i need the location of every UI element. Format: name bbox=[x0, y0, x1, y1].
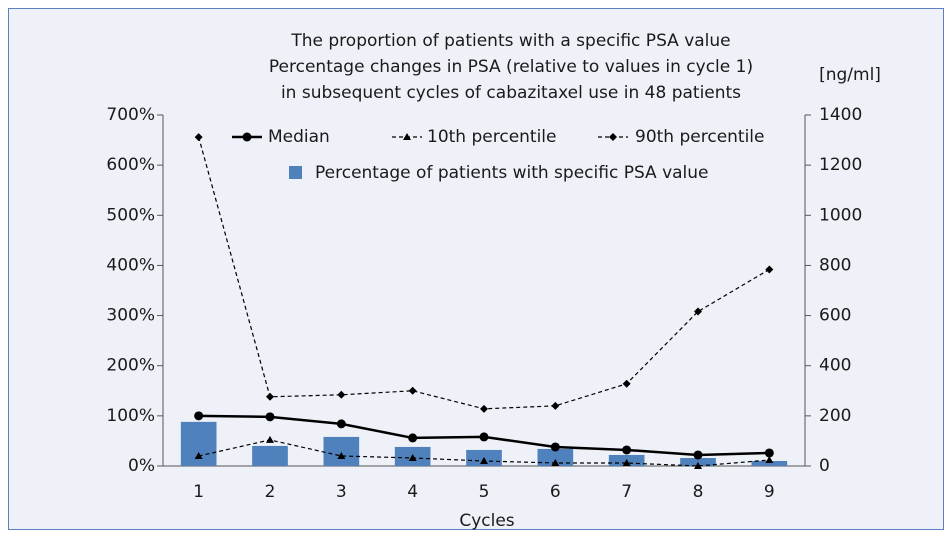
legend-label: 10th percentile bbox=[427, 127, 557, 147]
point bbox=[622, 445, 632, 455]
point bbox=[336, 419, 346, 429]
x-tick-label: 3 bbox=[336, 482, 347, 502]
point bbox=[266, 392, 274, 401]
y2-tick-label: 0 bbox=[819, 456, 830, 476]
bar bbox=[252, 445, 288, 466]
point bbox=[622, 458, 631, 466]
point bbox=[480, 456, 488, 464]
point bbox=[765, 265, 774, 274]
x-tick-label: 2 bbox=[265, 482, 276, 502]
point bbox=[694, 307, 702, 316]
y2-tick-label: 400 bbox=[819, 356, 851, 376]
legend-marker bbox=[242, 132, 252, 142]
y2-tick-label: 600 bbox=[819, 306, 851, 326]
y-tick-label: 100% bbox=[106, 406, 155, 426]
point bbox=[337, 390, 346, 399]
bar bbox=[537, 448, 574, 466]
point bbox=[764, 448, 774, 458]
point bbox=[551, 458, 560, 466]
point bbox=[551, 401, 560, 410]
point bbox=[408, 386, 417, 395]
y-tick-label: 400% bbox=[106, 255, 155, 275]
y2-tick-label: 200 bbox=[819, 406, 851, 426]
point bbox=[480, 404, 488, 413]
y-tick-label: 600% bbox=[106, 155, 155, 175]
chart-title: in subsequent cycles of cabazitaxel use … bbox=[281, 83, 741, 103]
x-tick-label: 8 bbox=[693, 482, 704, 502]
x-tick-label: 1 bbox=[193, 482, 204, 502]
point bbox=[765, 455, 774, 463]
x-tick-label: 7 bbox=[621, 482, 632, 502]
point bbox=[337, 451, 346, 459]
legend-marker bbox=[609, 133, 617, 141]
point bbox=[550, 442, 560, 452]
y-tick-label: 200% bbox=[106, 356, 155, 376]
point bbox=[479, 432, 489, 442]
bar bbox=[751, 460, 788, 466]
x-tick-label: 5 bbox=[479, 482, 490, 502]
point bbox=[408, 433, 418, 443]
legend-label: 90th percentile bbox=[635, 127, 765, 147]
y2-axis-label: [ng/ml] bbox=[819, 65, 881, 85]
y2-tick-label: 1400 bbox=[819, 105, 862, 125]
legend-label: Median bbox=[268, 127, 330, 147]
point bbox=[408, 453, 417, 461]
y2-tick-label: 800 bbox=[819, 255, 851, 275]
x-axis-label: Cycles bbox=[459, 511, 514, 531]
chart-frame bbox=[8, 8, 944, 530]
bar bbox=[680, 457, 716, 466]
bar bbox=[180, 421, 217, 466]
y-tick-label: 500% bbox=[106, 205, 155, 225]
legend-marker bbox=[403, 133, 411, 140]
x-tick-label: 4 bbox=[407, 482, 418, 502]
y-tick-label: 300% bbox=[106, 306, 155, 326]
point bbox=[622, 379, 631, 388]
point bbox=[694, 462, 702, 469]
chart-title: Percentage changes in PSA (relative to v… bbox=[269, 57, 753, 77]
y2-tick-label: 1000 bbox=[819, 205, 862, 225]
x-tick-label: 9 bbox=[764, 482, 775, 502]
y-tick-label: 0% bbox=[128, 456, 155, 476]
legend-label: Percentage of patients with specific PSA… bbox=[315, 163, 709, 183]
y-tick-label: 700% bbox=[106, 105, 155, 125]
point bbox=[265, 412, 275, 422]
legend-swatch bbox=[289, 166, 302, 179]
point bbox=[194, 451, 203, 459]
x-tick-label: 6 bbox=[550, 482, 561, 502]
bar bbox=[323, 436, 360, 466]
chart-title: The proportion of patients with a specif… bbox=[290, 31, 730, 51]
point bbox=[693, 450, 703, 460]
y2-tick-label: 1200 bbox=[819, 155, 862, 175]
point bbox=[194, 133, 203, 142]
point bbox=[266, 435, 274, 443]
point bbox=[194, 411, 204, 421]
